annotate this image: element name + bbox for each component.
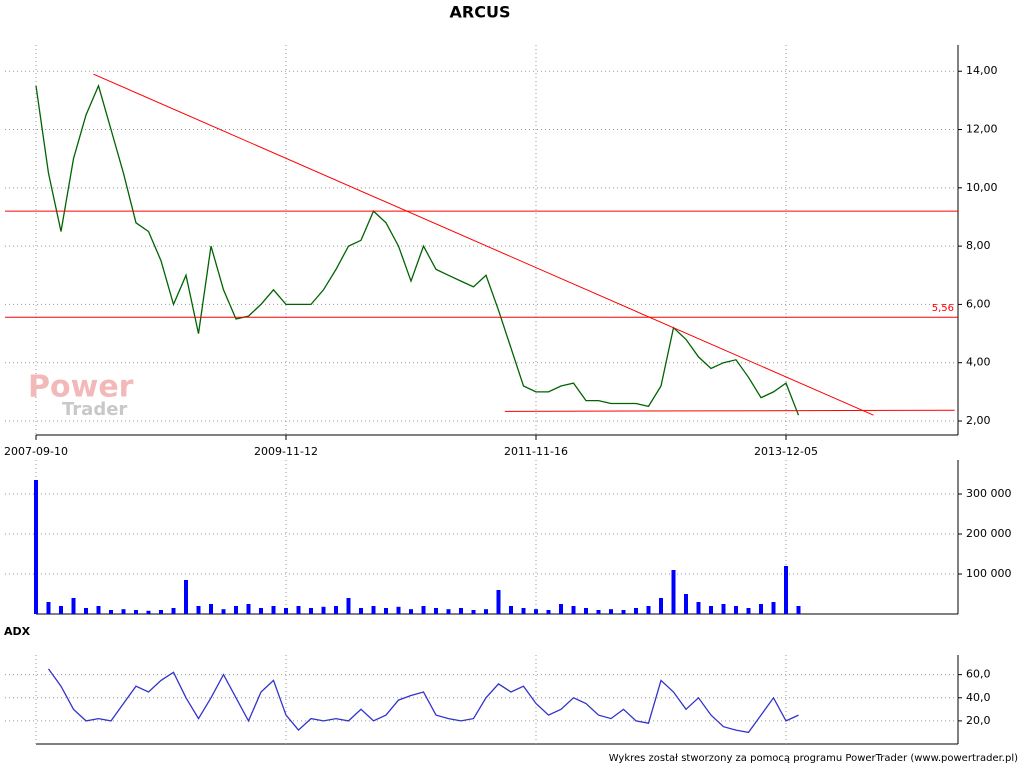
x-tick-label: 2013-12-05	[754, 445, 818, 458]
panel-title: ADX	[4, 625, 31, 638]
bar	[221, 609, 226, 614]
bar	[309, 608, 313, 614]
bar	[746, 608, 751, 614]
bar	[609, 609, 613, 614]
bar	[246, 604, 251, 614]
bar	[734, 606, 738, 614]
bar	[371, 606, 376, 614]
bar	[421, 606, 426, 614]
x-tick-label: 2009-11-12	[254, 445, 318, 458]
y-tick-label: 10,00	[966, 181, 998, 194]
bar	[796, 606, 801, 614]
bar	[384, 608, 388, 614]
bar	[146, 610, 151, 614]
bar	[671, 570, 676, 614]
bar	[96, 606, 101, 614]
bar	[184, 580, 188, 614]
y-tick-label: 300 000	[966, 487, 1012, 500]
watermark: Power	[28, 370, 134, 405]
bar	[71, 598, 76, 614]
bar	[534, 609, 538, 614]
bar	[471, 610, 476, 614]
bar	[409, 609, 413, 614]
bar	[621, 610, 626, 614]
bar	[559, 604, 563, 614]
bar	[346, 598, 351, 614]
footer: Wykres został stworzony za pomocą progra…	[609, 753, 1018, 764]
x-tick-label: 2007-09-10	[4, 445, 68, 458]
bar	[521, 608, 526, 614]
bar	[659, 598, 663, 614]
bar	[546, 610, 551, 614]
bar	[509, 606, 513, 614]
y-tick-label: 6,00	[966, 297, 991, 310]
line-label: 5,56	[932, 303, 954, 314]
bar	[696, 602, 701, 614]
bar	[634, 608, 638, 614]
bar	[284, 608, 288, 614]
bar	[446, 609, 451, 614]
y-tick-label: 200 000	[966, 527, 1012, 540]
bar	[459, 608, 463, 614]
data-line	[35, 83, 800, 416]
bar	[321, 606, 326, 614]
bar	[596, 610, 601, 614]
bar	[571, 606, 576, 614]
bar	[84, 608, 88, 614]
bar	[496, 590, 501, 614]
bar	[59, 606, 63, 614]
bar	[296, 606, 301, 614]
bar	[709, 606, 713, 614]
trend-line	[93, 73, 874, 416]
y-tick-label: 100 000	[966, 567, 1012, 580]
watermark: Trader	[62, 399, 127, 420]
bar	[759, 604, 763, 614]
data-line	[47, 668, 799, 734]
y-tick-label: 60,0	[966, 668, 991, 681]
bar	[584, 608, 588, 614]
bar	[134, 610, 138, 614]
bar	[721, 604, 726, 614]
y-tick-label: 2,00	[966, 414, 991, 427]
y-tick-label: 20,0	[966, 714, 991, 727]
y-tick-label: 14,00	[966, 64, 998, 77]
bar	[234, 606, 238, 614]
bar	[34, 480, 38, 614]
x-tick-label: 2011-11-16	[504, 445, 568, 458]
y-tick-label: 12,00	[966, 123, 998, 136]
bar	[121, 609, 126, 614]
bar	[484, 609, 488, 614]
y-tick-label: 40,0	[966, 691, 991, 704]
y-tick-label: 4,00	[966, 356, 991, 369]
bar	[196, 606, 201, 614]
bar	[109, 610, 113, 614]
bar	[359, 608, 363, 614]
bar	[159, 610, 163, 614]
bar	[171, 608, 176, 614]
bar	[46, 602, 51, 614]
y-tick-label: 8,00	[966, 239, 991, 252]
trend-line	[504, 409, 955, 412]
bar	[271, 606, 276, 614]
bar	[434, 608, 438, 614]
bar	[209, 604, 213, 614]
bar	[784, 566, 788, 614]
bar	[396, 606, 401, 614]
bar	[684, 594, 688, 614]
chart-title: ARCUS	[450, 3, 511, 22]
bar	[771, 602, 776, 614]
bar	[259, 608, 263, 614]
bar	[334, 606, 338, 614]
bar	[646, 606, 651, 614]
